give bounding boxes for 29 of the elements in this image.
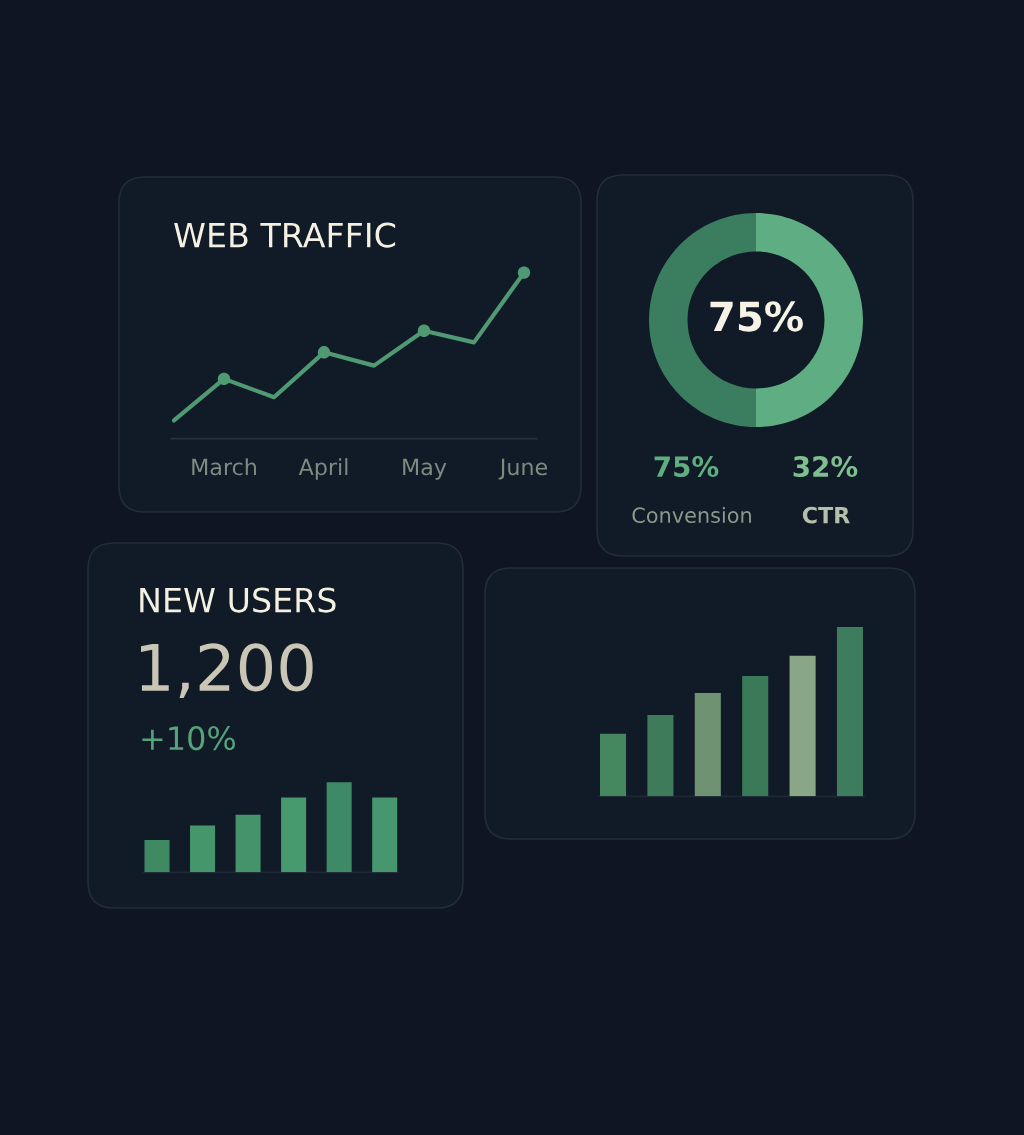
point xyxy=(417,324,431,337)
chart-title: NEW USERS xyxy=(140,587,336,613)
text: 75% xyxy=(654,456,719,478)
chart-title: WEB TRAFFIC xyxy=(174,222,396,248)
x-tick-label: June xyxy=(498,458,548,480)
bar xyxy=(235,814,261,873)
text: +10% xyxy=(142,726,235,751)
bar xyxy=(144,839,170,873)
point xyxy=(217,372,231,386)
text: CTR xyxy=(802,506,850,524)
point xyxy=(517,266,531,279)
bar xyxy=(281,797,307,873)
text: Convension xyxy=(632,506,751,524)
text: 75% xyxy=(710,301,803,332)
bar xyxy=(326,782,352,873)
bar xyxy=(599,733,627,797)
x-tick-label: March xyxy=(192,458,256,476)
bar xyxy=(836,626,864,797)
text: 32% xyxy=(793,456,858,478)
bar xyxy=(789,655,816,797)
bar xyxy=(694,693,721,797)
text: 1,200 xyxy=(141,643,313,699)
x-tick-label: April xyxy=(298,458,348,480)
point xyxy=(317,346,331,359)
bar xyxy=(742,676,769,797)
bar xyxy=(190,825,216,873)
x-tick-label: May xyxy=(403,458,447,480)
bar xyxy=(372,797,398,873)
bar xyxy=(647,715,674,797)
